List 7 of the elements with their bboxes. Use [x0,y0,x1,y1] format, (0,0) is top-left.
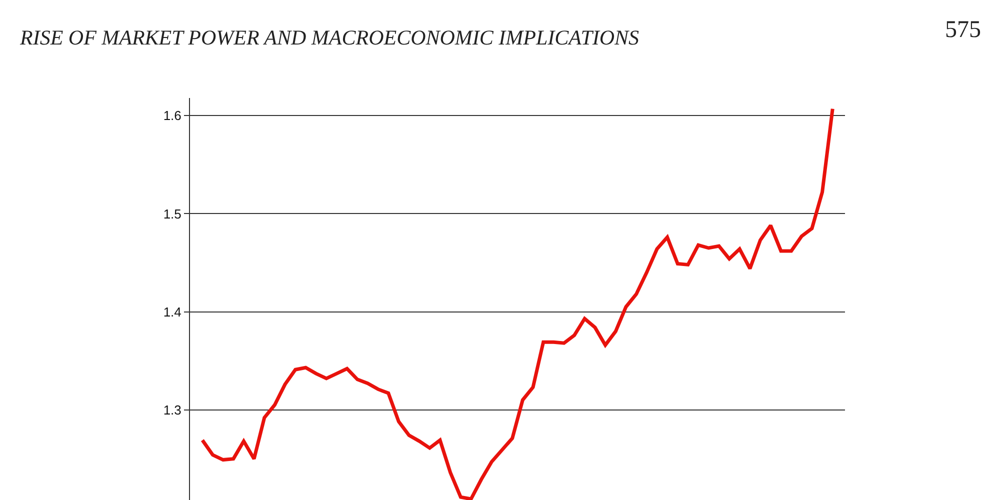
line-series [200,107,834,500]
chart-title: RISE OF MARKET POWER AND MACROECONOMIC IMPLICATIONS [19,26,640,50]
y-tick-label: 1.3 [163,402,182,418]
y-tick-label: 1.6 [163,108,182,124]
text: 575 [945,17,981,43]
y-tick-label: 1.4 [163,304,182,320]
y-tick-label: 1.5 [163,206,182,222]
